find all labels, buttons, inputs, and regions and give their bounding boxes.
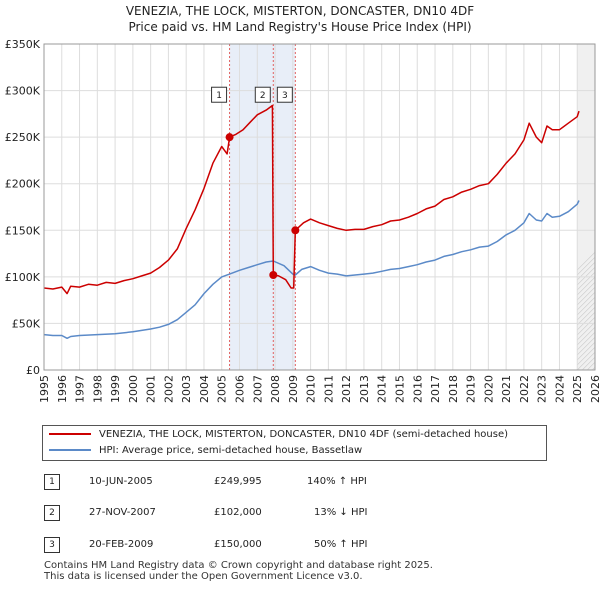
footer: Contains HM Land Registry data © Crown c… [44,560,433,582]
legend-item-property: VENEZIA, THE LOCK, MISTERTON, DONCASTER,… [49,427,508,443]
sale-label-text: 1 [216,91,222,101]
x-tick-label: 2025 [571,375,584,403]
chart-title: VENEZIA, THE LOCK, MISTERTON, DONCASTER,… [0,3,600,35]
x-tick-label: 2010 [305,375,318,403]
legend-blue-line [49,449,91,451]
y-tick-label: £300K [5,85,41,98]
x-tick-label: 2003 [180,375,193,403]
transaction-hpi: 50% ↑ HPI [314,539,368,550]
x-tick-label: 2015 [393,375,406,403]
x-tick-label: 2014 [376,375,389,403]
transaction-badge: 3 [44,537,60,553]
x-tick-label: 2020 [482,375,495,403]
x-tick-label: 1997 [74,375,87,403]
x-tick-label: 2011 [322,375,335,403]
sale-label-box [276,86,293,103]
x-tick-label: 1995 [38,375,51,403]
x-tick-label: 2021 [500,375,513,403]
forecast-hatch [577,301,596,321]
transaction-hpi: 140% ↑ HPI [307,476,367,487]
y-tick-label: £350K [5,38,41,51]
x-tick-label: 2009 [287,375,300,403]
x-tick-label: 1996 [56,375,69,403]
transaction-date: 27-NOV-2007 [89,507,156,518]
x-tick-label: 2005 [216,375,229,403]
y-tick-label: £100K [5,271,41,284]
legend-blue-label: HPI: Average price, semi-detached house,… [99,445,363,456]
legend-red-line [49,433,91,435]
forecast-region [577,44,595,370]
x-tick-label: 2008 [269,375,282,403]
y-tick-label: £200K [5,178,41,191]
transaction-hpi: 13% ↓ HPI [314,507,368,518]
transaction-price: £102,000 [214,507,262,518]
x-tick-label: 2006 [234,375,247,403]
x-tick-label: 2007 [251,375,264,403]
sale-marker [225,133,234,142]
transaction-badge: 1 [44,474,60,490]
sale-label-text: 3 [282,91,288,101]
title-line-1: VENEZIA, THE LOCK, MISTERTON, DONCASTER,… [125,4,475,18]
legend-red-label: VENEZIA, THE LOCK, MISTERTON, DONCASTER,… [99,429,508,440]
forecast-hatch [577,306,596,326]
y-tick-label: £250K [5,131,41,144]
sale-label-box [254,86,271,103]
x-tick-label: 2016 [411,375,424,403]
sale-marker [269,270,278,279]
transaction-badge: 2 [44,505,60,521]
footer-copyright: Contains HM Land Registry data © Crown c… [44,560,433,571]
x-tick-label: 2019 [465,375,478,403]
sale-label-text: 2 [260,91,266,101]
x-tick-label: 2022 [518,375,531,403]
hpi-line [43,200,580,340]
x-tick-label: 2023 [536,375,549,403]
x-tick-label: 2024 [553,375,566,403]
plot-border [43,43,596,371]
price-chart: 1 2 3 £0 £50K £100K £150K £200K £250K £300K £350K… [5,38,600,403]
x-tick-label: 2012 [340,375,353,403]
x-tick-label: 1998 [91,375,104,403]
legend: VENEZIA, THE LOCK, MISTERTON, DONCASTER,… [42,425,547,461]
x-tick-label: 2001 [145,375,158,403]
transaction-date: 20-FEB-2009 [89,539,154,550]
footer-licence: This data is licensed under the Open Gov… [44,571,363,582]
forecast-hatch [577,311,596,331]
x-tick-label: 2002 [162,375,175,403]
x-tick-label: 2018 [447,375,460,403]
x-tick-label: 2026 [589,375,600,403]
y-tick-label: £150K [5,224,41,237]
x-tick-label: 1999 [109,375,122,403]
title-line-2: Price paid vs. HM Land Registry's House … [128,20,472,34]
sale-marker [291,226,300,235]
y-tick-label: £0 [26,364,40,377]
x-tick-label: 2017 [429,375,442,403]
plot-background [44,44,595,370]
x-tick-label: 2013 [358,375,371,403]
x-tick-label: 2000 [127,375,140,403]
x-tick-label: 2004 [198,375,211,403]
transaction-price: £150,000 [214,539,262,550]
sale-label-box [211,86,228,103]
legend-item-hpi: HPI: Average price, semi-detached house,… [49,443,362,459]
transaction-date: 10-JUN-2005 [89,476,153,487]
transaction-price: £249,995 [214,476,262,487]
y-tick-label: £50K [12,317,41,330]
